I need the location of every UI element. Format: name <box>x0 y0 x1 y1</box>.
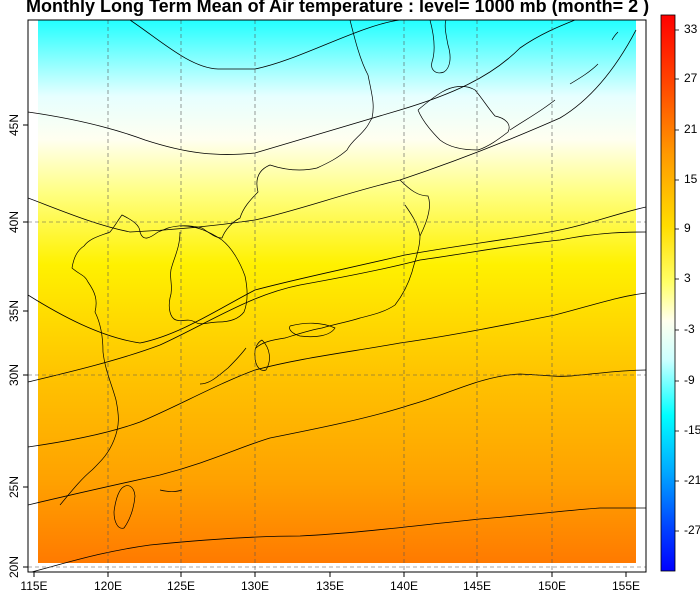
colorbar-label: -15 <box>684 423 700 437</box>
temperature-contours <box>28 20 646 572</box>
lat-tick-label: 45N <box>7 114 21 136</box>
lat-tick-label: 30N <box>7 364 21 386</box>
contour-line <box>28 206 646 344</box>
lat-tick-label: 40N <box>7 211 21 233</box>
coastline-ryukyu <box>159 347 247 492</box>
lon-tick-label: 150E <box>538 579 566 593</box>
contour-line <box>30 507 646 572</box>
colorbar-labels: 33 27 21 15 9 3 -3 -9 -15 -21 -27 <box>684 22 700 537</box>
longitude-labels: 115E 120E 125E 130E 135E 140E 145E 150E … <box>20 579 640 593</box>
coastline-asia <box>59 20 374 506</box>
coastline-shikoku <box>289 322 336 338</box>
colorbar-label: 21 <box>684 122 698 136</box>
lon-tick-label: 120E <box>94 579 122 593</box>
colorbar-label: -3 <box>684 322 695 336</box>
contour-line <box>28 29 637 233</box>
graticule <box>28 20 646 572</box>
contour-line <box>129 20 401 70</box>
lon-tick-label: 140E <box>390 579 418 593</box>
lat-tick-label: 35N <box>7 300 21 322</box>
colorbar-label: -9 <box>684 373 695 387</box>
contour-line <box>28 20 576 155</box>
lon-tick-label: 145E <box>463 579 491 593</box>
colorbar-label: -21 <box>684 473 700 487</box>
coastlines <box>59 20 619 529</box>
contour-line <box>28 292 646 448</box>
coastline-korea <box>168 225 248 325</box>
axis-ticks <box>23 124 627 577</box>
lon-tick-label: 125E <box>167 579 195 593</box>
colorbar-label: 3 <box>684 271 691 285</box>
chart-title: Monthly Long Term Mean of Air temperatur… <box>26 0 650 16</box>
coastline-kurils <box>509 31 619 131</box>
lon-tick-label: 130E <box>241 579 269 593</box>
lat-tick-label: 25N <box>7 476 21 498</box>
colorbar-label: 33 <box>684 22 698 36</box>
map-frame <box>27 19 647 573</box>
latitude-labels: 20N 25N 30N 35N 40N 45N <box>7 114 21 578</box>
coastline-sakhalin <box>429 20 451 74</box>
lat-tick-label: 20N <box>7 556 21 578</box>
coastline-taiwan <box>113 485 136 529</box>
colorbar-label: -27 <box>684 523 700 537</box>
colorbar <box>660 14 676 572</box>
coastline-honshu <box>255 204 421 349</box>
colorbar-label: 27 <box>684 71 698 85</box>
lon-tick-label: 155E <box>612 579 640 593</box>
coastline-honshu-north <box>399 179 430 237</box>
contour-line <box>28 231 646 383</box>
colorbar-label: 9 <box>684 221 691 235</box>
lon-tick-label: 135E <box>316 579 344 593</box>
colorbar-ticks <box>675 29 679 532</box>
contour-line <box>28 369 646 506</box>
colorbar-label: 15 <box>684 172 698 186</box>
lon-tick-label: 115E <box>20 579 47 593</box>
coastline-hokkaido <box>417 86 510 151</box>
temperature-field <box>38 20 636 563</box>
coastline-kyushu <box>254 339 270 371</box>
